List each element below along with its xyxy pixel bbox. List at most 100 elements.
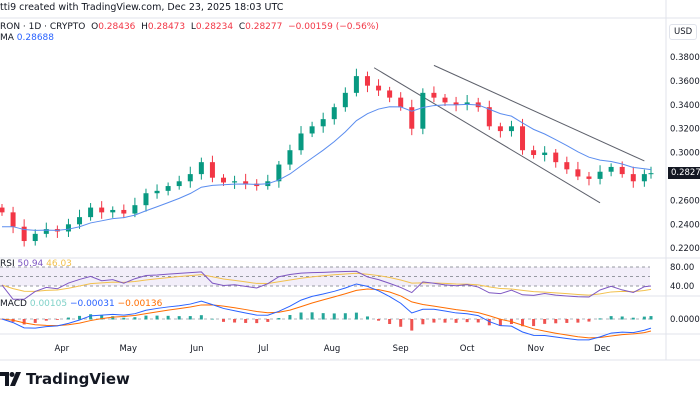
- candle: [198, 162, 204, 175]
- rsi-value: 50.94: [17, 259, 44, 269]
- candle: [232, 181, 238, 183]
- candle: [641, 174, 647, 182]
- time-tick-label: May: [119, 344, 137, 354]
- rsi-signal-value: 46.03: [46, 259, 72, 269]
- macd-histogram-bar: [177, 316, 181, 320]
- trendline: [433, 64, 645, 162]
- macd-hist-value: 0.00105: [29, 299, 68, 309]
- macd-histogram-bar: [598, 318, 602, 320]
- rsi-line: [1, 270, 652, 300]
- brand-name: TradingView: [26, 370, 130, 388]
- candle: [608, 166, 614, 172]
- candle: [420, 92, 426, 129]
- candle: [520, 126, 526, 151]
- candle: [364, 76, 370, 86]
- candle: [132, 205, 138, 214]
- macd-histogram-bar: [310, 312, 314, 320]
- macd-histogram-bar: [233, 319, 237, 323]
- candle: [353, 76, 359, 93]
- candle: [99, 207, 105, 213]
- close-value: 0.28277: [245, 22, 283, 32]
- macd-histogram-bar: [244, 319, 248, 323]
- candle: [165, 186, 171, 191]
- macd-histogram-bar: [111, 316, 115, 320]
- ma-label: MA: [0, 33, 14, 43]
- candle: [221, 177, 226, 183]
- candle: [619, 166, 625, 175]
- candle: [464, 102, 470, 105]
- candle: [43, 229, 49, 234]
- macd-histogram-bar: [642, 316, 646, 320]
- macd-histogram-bar: [288, 315, 292, 320]
- tradingview-logo[interactable]: TradingView: [0, 370, 130, 388]
- macd-histogram-bar: [410, 319, 414, 331]
- candle: [376, 85, 382, 91]
- currency-button[interactable]: USD: [669, 24, 698, 40]
- macd-histogram-bar: [188, 316, 192, 320]
- time-tick-label: Sep: [393, 344, 409, 354]
- candle: [575, 169, 581, 177]
- candle: [154, 190, 160, 194]
- macd-histogram-bar: [476, 319, 480, 323]
- macd-histogram-bar: [609, 316, 613, 320]
- time-tick-label: Dec: [594, 344, 611, 354]
- candle: [553, 152, 559, 163]
- macd-histogram-bar: [55, 319, 59, 320]
- macd-histogram-bar: [210, 318, 214, 320]
- candle: [110, 209, 116, 213]
- macd-histogram-bar: [144, 315, 148, 320]
- symbol-name[interactable]: RON · 1D · CRYPTO: [0, 22, 86, 32]
- macd-histogram-bar: [421, 319, 425, 325]
- candle: [121, 209, 127, 214]
- candle: [648, 173, 654, 175]
- low-value: 0.28234: [195, 22, 234, 32]
- macd-histogram-bar: [365, 316, 369, 320]
- macd-histogram-bar: [33, 319, 37, 323]
- macd-value: −0.00031: [69, 299, 115, 309]
- candle: [21, 226, 27, 242]
- macd-histogram-bar: [576, 319, 580, 323]
- macd-histogram-bar: [543, 319, 547, 324]
- macd-legend[interactable]: MACD 0.00105 −0.00031 −0.00136: [0, 299, 162, 309]
- rsi-legend[interactable]: RSI 50.94 46.03: [0, 259, 72, 269]
- macd-histogram-bar: [343, 313, 347, 320]
- macd-signal-value: −0.00136: [117, 299, 163, 309]
- low-label: L: [190, 22, 196, 32]
- macd-histogram-bar: [299, 312, 303, 320]
- candle: [431, 92, 437, 98]
- candle: [243, 181, 249, 184]
- macd-histogram-bar: [266, 319, 270, 322]
- candle: [0, 207, 5, 213]
- chart-credit: tti9 created with TradingView.com, Dec 2…: [0, 2, 284, 13]
- macd-histogram-bar: [222, 319, 225, 322]
- open-value: 0.28436: [98, 22, 136, 32]
- macd-histogram-bar: [332, 313, 336, 320]
- macd-zero-label: 0.00000: [670, 315, 700, 325]
- macd-histogram-bar: [554, 319, 558, 324]
- macd-histogram-bar: [100, 315, 104, 320]
- ma-value: 0.28688: [16, 33, 55, 43]
- candle: [387, 90, 393, 98]
- macd-line: [1, 283, 652, 341]
- candle: [409, 107, 415, 129]
- macd-histogram-bar: [443, 319, 447, 323]
- macd-histogram-bar: [587, 319, 591, 322]
- rsi-level-label: 80.00: [670, 263, 694, 273]
- open-label: O: [91, 22, 99, 32]
- macd-histogram-bar: [199, 315, 203, 320]
- macd-signal-line: [1, 288, 652, 339]
- macd-histogram-bar: [487, 319, 491, 326]
- candle: [597, 171, 603, 179]
- macd-histogram-bar: [66, 317, 70, 320]
- time-tick-label: Jul: [257, 344, 268, 354]
- macd-histogram-bar: [454, 319, 458, 323]
- macd-histogram-bar: [377, 319, 381, 321]
- ma-legend[interactable]: MA 0.28688: [0, 33, 54, 43]
- macd-histogram-bar: [155, 315, 159, 320]
